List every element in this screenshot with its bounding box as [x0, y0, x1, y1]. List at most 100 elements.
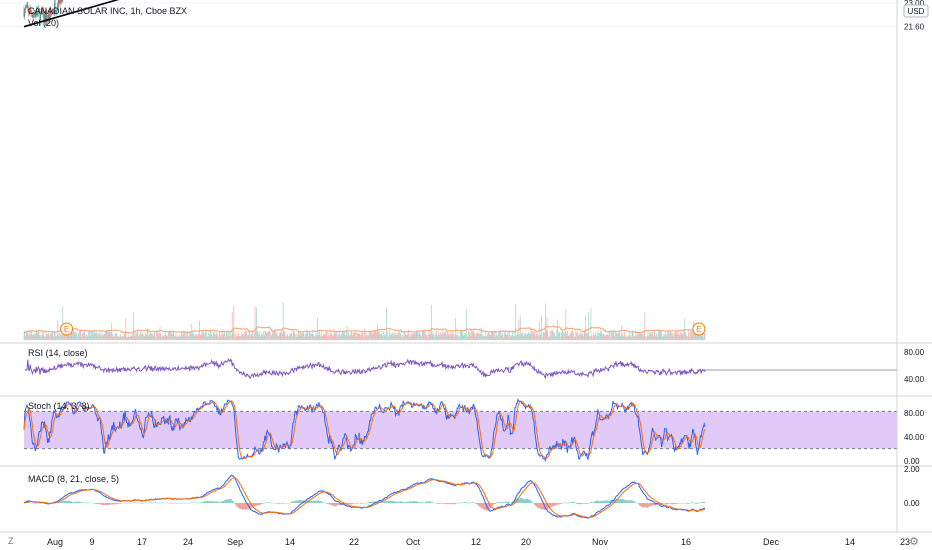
symbol-title: CANADIAN SOLAR INC, 1h, Cboe BZX	[28, 6, 187, 16]
volume-bar	[445, 331, 447, 340]
volume-bar	[515, 304, 517, 340]
candle-body	[25, 7, 27, 9]
macd-hist-bar	[231, 500, 233, 503]
volume-bar	[193, 333, 194, 340]
macd-hist-bar	[559, 503, 561, 504]
macd-hist-bar	[581, 503, 583, 505]
macd-hist-bar	[207, 500, 209, 503]
volume-bar	[406, 334, 408, 340]
volume-bar	[303, 332, 305, 340]
time-axis[interactable]: Aug 9 17 24 Sep 14 22 Oct 12 20 Nov 16 Dec 14 23	[47, 537, 910, 547]
volume-bar	[111, 332, 113, 340]
macd-hist-bar	[531, 501, 533, 503]
volume-bar	[36, 330, 38, 340]
volume-bar	[494, 331, 495, 340]
volume-bar	[422, 330, 424, 340]
volume-bar	[456, 330, 458, 340]
macd-hist-bar	[133, 502, 135, 503]
macd-hist-bar	[506, 501, 507, 503]
volume-bar	[148, 335, 150, 340]
macd-hist-bar	[368, 501, 370, 503]
volume-bar	[204, 332, 206, 340]
volume-bar	[31, 330, 32, 340]
volume-bar	[688, 330, 690, 340]
volume-bar	[339, 335, 341, 340]
currency-badge[interactable]: USD	[903, 4, 929, 18]
macd-hist-bar	[100, 503, 102, 505]
macd-hist-bar	[402, 501, 404, 503]
volume-bar	[387, 336, 389, 340]
volume-bar	[216, 334, 218, 340]
volume-bar	[294, 330, 295, 340]
volume-bar	[417, 331, 419, 340]
candle-body	[47, 14, 49, 19]
macd-hist-bar	[677, 503, 678, 504]
volume-bar	[358, 333, 360, 340]
volume-bar	[368, 332, 370, 340]
volume-bar	[187, 332, 188, 340]
candle-body	[34, 13, 36, 14]
macd-hist-bar	[301, 500, 303, 503]
volume-bar	[477, 332, 479, 340]
volume-bar	[612, 330, 614, 340]
macd-hist-bar	[571, 501, 573, 503]
macd-hist-bar	[410, 501, 412, 503]
grid-lines	[0, 2, 897, 28]
macd-hist-bar	[63, 500, 64, 503]
volume-bar	[55, 336, 57, 340]
macd-hist-bar	[277, 503, 279, 504]
volume-bar	[370, 332, 372, 340]
candle-body	[52, 11, 54, 13]
macd-hist-bar	[623, 499, 625, 503]
volume-bar	[582, 332, 583, 340]
volume-bar	[253, 335, 254, 340]
timezone-icon[interactable]: Z	[8, 536, 14, 546]
macd-hist-bar	[646, 503, 648, 509]
volume-bar	[126, 336, 128, 340]
volume-bar	[513, 336, 514, 340]
volume-bar	[291, 336, 293, 340]
volume-bar	[73, 331, 75, 340]
volume-bar	[440, 332, 441, 340]
macd-hist-bar	[381, 501, 383, 503]
volume-bar	[598, 332, 599, 340]
macd-hist-bar	[392, 500, 393, 503]
gear-icon[interactable]: ⚙	[909, 536, 919, 548]
volume-bar	[437, 336, 438, 340]
macd-hist-bar	[525, 499, 526, 503]
macd-hist-bar	[414, 501, 416, 503]
price-axis[interactable]: 21.6023.0024.5026.0028.0030.0032.0034.00…	[904, 0, 925, 32]
volume-bar	[289, 332, 291, 340]
volume-bar	[186, 331, 188, 340]
candle-body	[50, 13, 52, 14]
macd-hist-bar	[216, 501, 218, 503]
volume-bar	[333, 328, 335, 340]
macd-hist-bar	[551, 503, 553, 508]
macd-hist-bar	[306, 500, 308, 503]
macd-hist-bar	[451, 503, 453, 504]
macd-hist-bar	[579, 503, 581, 504]
volume-bar	[506, 334, 507, 340]
time-tick-label: Oct	[406, 537, 421, 547]
volume-bar	[541, 315, 542, 340]
volume-bar	[94, 331, 96, 340]
volume-bar	[263, 335, 265, 340]
macd-hist-bar	[315, 500, 317, 503]
macd-hist-bar	[553, 503, 555, 507]
macd-hist-bar	[541, 503, 543, 510]
volume-bar	[60, 333, 61, 340]
macd-hist-bar	[243, 503, 245, 510]
macd-hist-bar	[484, 503, 486, 511]
macd-hist-bar	[120, 503, 121, 504]
macd-hist-bar	[215, 501, 217, 503]
volume-bar	[608, 330, 610, 340]
macd-hist-bar	[380, 501, 382, 503]
volume-bar	[643, 331, 645, 340]
volume-bar	[24, 331, 26, 340]
volume-bar	[210, 331, 212, 340]
volume-bar	[461, 330, 463, 340]
volume-bar	[540, 334, 542, 340]
volume-bar	[39, 331, 41, 340]
